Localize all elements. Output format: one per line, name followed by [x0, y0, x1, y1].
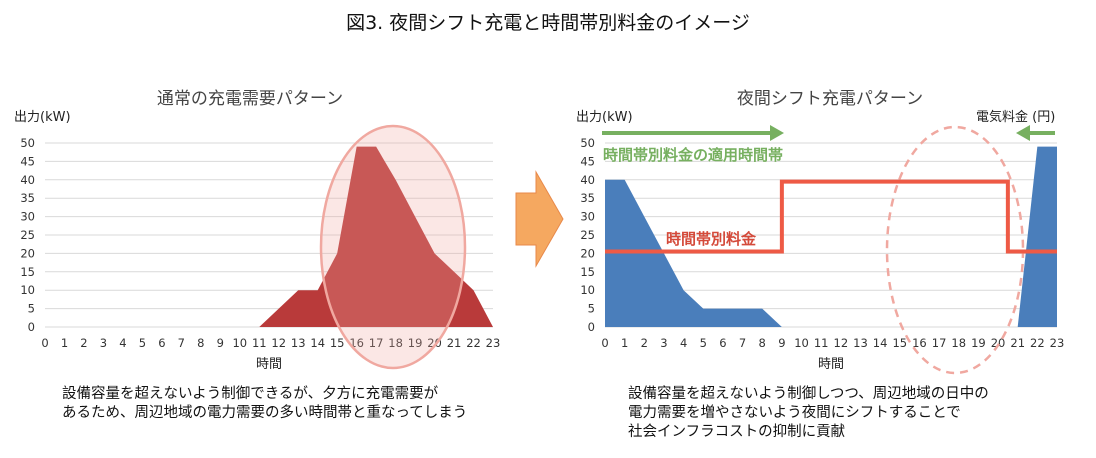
- right-x-tick-label: 12: [834, 336, 849, 350]
- right-x-tick-label: 22: [1030, 336, 1045, 350]
- right-x-tick-label: 4: [680, 336, 687, 350]
- left-y-tick-label: 0: [28, 320, 35, 334]
- left-x-tick-label: 1: [61, 336, 68, 350]
- left-y-tick-label: 35: [20, 191, 35, 205]
- left-x-tick-label: 5: [139, 336, 146, 350]
- right-caption-line-1: 設備容量を超えないよう制御しつつ、周辺地域の日中の: [628, 386, 989, 402]
- right-caption: 設備容量を超えないよう制御しつつ、周辺地域の日中の 電力需要を増やさないよう夜間…: [628, 385, 989, 442]
- left-x-axis-label: 時間: [256, 357, 282, 372]
- left-y-tick-label: 45: [20, 154, 35, 168]
- right-x-tick-label: 3: [660, 336, 667, 350]
- left-x-tick-label: 18: [388, 336, 403, 350]
- right-caption-line-3: 社会インフラコストの抑制に貢献: [628, 424, 846, 440]
- price-axis-label: 電気料金 (円): [976, 110, 1056, 125]
- tou-period-arrow-right-icon: [1016, 125, 1030, 141]
- left-y-tick-label: 30: [20, 210, 35, 224]
- right-y-axis-label: 出力(kW): [576, 110, 633, 125]
- left-x-tick-label: 10: [232, 336, 247, 350]
- normal-demand-area: [259, 146, 493, 327]
- left-y-tick-label: 5: [28, 302, 35, 316]
- right-x-tick-label: 18: [951, 336, 966, 350]
- right-x-tick-label: 1: [621, 336, 628, 350]
- left-x-tick-label: 14: [310, 336, 325, 350]
- left-y-tick-label: 50: [20, 136, 35, 150]
- right-caption-line-2: 電力需要を増やさないよう夜間にシフトすることで: [628, 405, 961, 421]
- left-y-tick-label: 20: [20, 246, 35, 260]
- right-y-tick-label: 40: [580, 173, 595, 187]
- right-x-tick-label: 13: [853, 336, 868, 350]
- left-x-tick-label: 11: [252, 336, 267, 350]
- left-y-tick-label: 10: [20, 283, 35, 297]
- right-y-tick-label: 20: [580, 246, 595, 260]
- left-x-tick-label: 13: [291, 336, 306, 350]
- right-x-tick-label: 2: [641, 336, 648, 350]
- right-y-tick-label: 5: [588, 302, 595, 316]
- right-x-tick-label: 15: [892, 336, 907, 350]
- night-demand-area-late: [1017, 146, 1057, 327]
- left-x-tick-label: 23: [486, 336, 501, 350]
- right-y-tick-label: 15: [580, 265, 595, 279]
- left-x-tick-label: 0: [41, 336, 48, 350]
- right-y-tick-label: 30: [580, 210, 595, 224]
- left-chart-title: 通常の充電需要パターン: [156, 89, 344, 109]
- right-x-tick-label: 14: [873, 336, 888, 350]
- left-y-tick-label: 40: [20, 173, 35, 187]
- right-x-tick-label: 7: [739, 336, 746, 350]
- evening-peak-ellipse: [319, 124, 467, 370]
- right-x-tick-label: 8: [759, 336, 766, 350]
- night-demand-area-early: [605, 179, 782, 327]
- left-y-tick-label: 25: [20, 228, 35, 242]
- right-x-tick-label: 23: [1050, 336, 1065, 350]
- right-x-tick-label: 10: [794, 336, 809, 350]
- right-x-tick-label: 0: [601, 336, 608, 350]
- tou-period-label: 時間帯別料金の適用時間帯: [603, 146, 783, 164]
- left-x-tick-label: 19: [408, 336, 423, 350]
- right-y-tick-label: 0: [588, 320, 595, 334]
- left-x-tick-label: 2: [80, 336, 87, 350]
- right-x-tick-label: 17: [932, 336, 947, 350]
- left-caption-line-1: 設備容量を超えないよう制御できるが、夕方に充電需要が: [62, 386, 439, 402]
- shift-arrow-icon: [515, 170, 564, 268]
- right-y-tick-label: 25: [580, 228, 595, 242]
- right-x-tick-label: 5: [700, 336, 707, 350]
- left-y-tick-label: 15: [20, 265, 35, 279]
- right-x-tick-label: 6: [719, 336, 726, 350]
- right-x-axis-label: 時間: [818, 357, 844, 372]
- tou-period-arrow-icon: [770, 125, 784, 141]
- left-x-tick-label: 4: [119, 336, 126, 350]
- right-x-tick-label: 11: [814, 336, 829, 350]
- right-x-tick-label: 20: [991, 336, 1006, 350]
- left-x-tick-label: 21: [447, 336, 462, 350]
- left-x-tick-label: 7: [178, 336, 185, 350]
- right-x-tick-label: 21: [1010, 336, 1025, 350]
- left-y-axis-label: 出力(kW): [14, 110, 71, 125]
- left-x-tick-label: 8: [197, 336, 204, 350]
- right-y-tick-label: 10: [580, 283, 595, 297]
- left-x-tick-label: 9: [217, 336, 224, 350]
- right-chart-title: 夜間シフト充電パターン: [736, 89, 924, 109]
- left-x-tick-label: 17: [369, 336, 384, 350]
- left-x-tick-label: 6: [158, 336, 165, 350]
- figure-title: 図3. 夜間シフト充電と時間帯別料金のイメージ: [346, 12, 750, 34]
- tou-price-label: 時間帯別料金: [666, 230, 757, 248]
- left-x-tick-label: 12: [271, 336, 286, 350]
- tou-price-line: [605, 179, 1057, 254]
- right-y-tick-label: 35: [580, 191, 595, 205]
- right-y-tick-label: 45: [580, 154, 595, 168]
- right-y-tick-label: 50: [580, 136, 595, 150]
- right-x-tick-label: 16: [912, 336, 927, 350]
- right-x-tick-label: 9: [778, 336, 785, 350]
- left-x-tick-label: 3: [100, 336, 107, 350]
- right-x-tick-label: 19: [971, 336, 986, 350]
- left-x-tick-label: 15: [330, 336, 345, 350]
- left-caption: 設備容量を超えないよう制御できるが、夕方に充電需要が あるため、周辺地域の電力需…: [62, 385, 467, 423]
- left-x-tick-label: 22: [466, 336, 481, 350]
- left-caption-line-2: あるため、周辺地域の電力需要の多い時間帯と重なってしまう: [62, 405, 468, 421]
